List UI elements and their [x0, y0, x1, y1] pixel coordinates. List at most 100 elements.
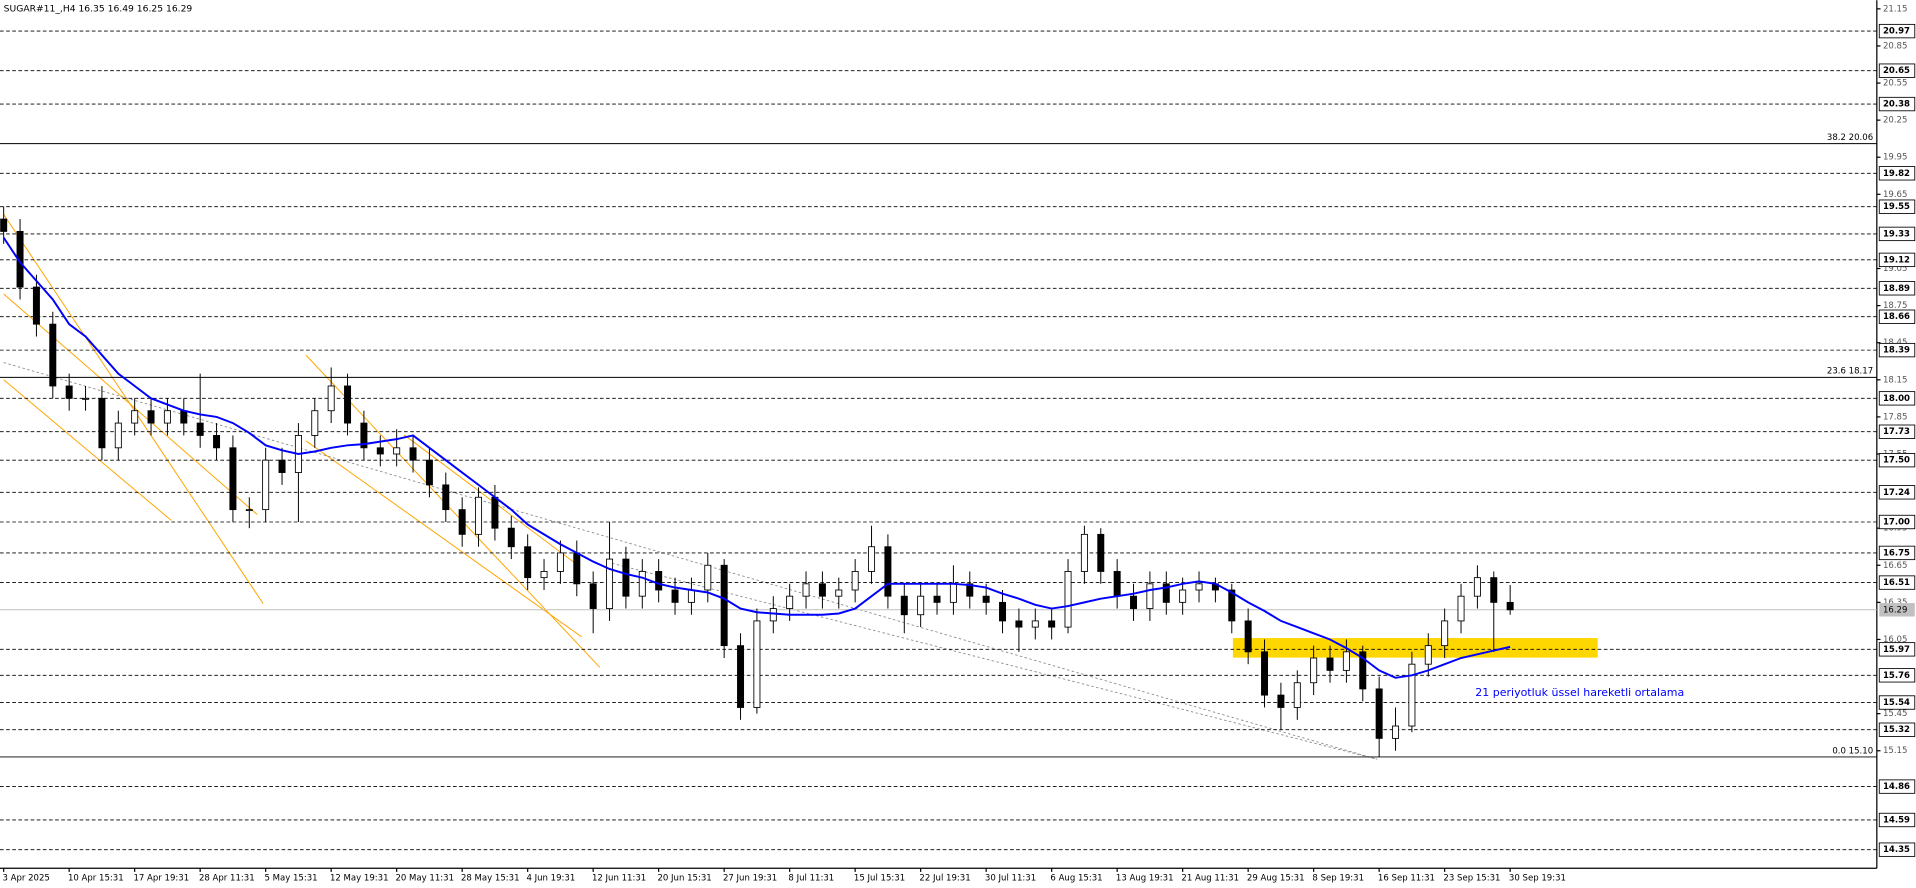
candle-body — [1261, 651, 1269, 696]
candle-body — [1408, 663, 1416, 727]
channel-line — [3, 379, 172, 521]
level-label-box — [1878, 309, 1916, 324]
y-tick-label: 19.05 — [1883, 264, 1907, 274]
level-label: 18.66 — [1883, 312, 1910, 322]
candle-body — [393, 447, 401, 455]
channel-line — [3, 214, 264, 605]
candle-body — [900, 595, 908, 616]
y-tick-label: 16.35 — [1883, 598, 1907, 608]
channel-line — [403, 434, 576, 564]
channel-line — [305, 440, 582, 638]
candle-body — [114, 422, 122, 449]
level-label: 17.00 — [1883, 517, 1910, 527]
candle-body — [606, 558, 614, 609]
candle-body — [180, 410, 188, 424]
candle-body — [753, 620, 761, 708]
candle-body — [933, 595, 941, 603]
candle-body — [1179, 589, 1187, 603]
candle-body — [1293, 682, 1301, 708]
level-label-box — [1878, 842, 1916, 857]
candle-body — [49, 323, 57, 387]
level-label: 19.33 — [1883, 229, 1910, 239]
candle-body — [1457, 595, 1465, 622]
candle-body — [917, 595, 925, 616]
trendline — [3, 362, 1378, 760]
x-tick-label: 30 Sep 19:31 — [1509, 874, 1566, 884]
level-label-box — [1878, 226, 1916, 242]
candle-body — [786, 595, 794, 609]
fibo-label: 0.0 15.10 — [1832, 746, 1873, 756]
candle-body — [1342, 651, 1350, 671]
candle-body — [1031, 620, 1039, 628]
candle-body — [884, 546, 892, 597]
candle-body — [622, 558, 630, 597]
candle-body — [163, 410, 171, 424]
support-zone — [1232, 638, 1598, 658]
candle-body — [245, 509, 253, 512]
candle-body — [1130, 595, 1138, 609]
candle-body — [475, 496, 483, 535]
y-tick-label: 18.75 — [1883, 301, 1907, 311]
y-tick-label: 19.65 — [1883, 190, 1907, 200]
x-tick-label: 8 Jul 11:31 — [788, 874, 834, 884]
x-tick-label: 5 May 15:31 — [264, 874, 317, 884]
level-label: 14.35 — [1883, 845, 1910, 855]
candle-body — [540, 571, 548, 579]
candle-body — [1064, 571, 1072, 628]
level-label-box — [1878, 166, 1916, 181]
candle-body — [573, 552, 581, 585]
ema-line — [2, 237, 1511, 679]
candle-body — [655, 571, 663, 591]
candle-body — [213, 435, 221, 449]
candle-body — [327, 385, 335, 412]
x-tick-label: 27 Jun 19:31 — [723, 874, 777, 884]
level-label-box — [1878, 424, 1916, 439]
candle-body — [1392, 725, 1400, 739]
x-tick-label: 8 Sep 19:31 — [1312, 874, 1364, 884]
level-label-box — [1878, 252, 1916, 268]
level-label-box — [1878, 453, 1916, 468]
candle-body — [851, 571, 859, 591]
y-tick-label: 16.65 — [1883, 561, 1907, 571]
level-label: 20.65 — [1883, 66, 1910, 76]
level-label: 20.38 — [1883, 100, 1910, 110]
x-tick-label: 29 Aug 15:31 — [1247, 874, 1305, 884]
candle-body — [1162, 583, 1170, 603]
x-tick-label: 6 Aug 15:31 — [1050, 874, 1102, 884]
x-tick-label: 4 Jun 19:31 — [526, 874, 575, 884]
candle-body — [671, 589, 679, 603]
fibo-label: 38.2 20.06 — [1827, 133, 1873, 143]
candle-body — [1277, 694, 1285, 708]
candle-body — [999, 601, 1007, 622]
level-label: 18.00 — [1883, 394, 1910, 404]
level-label: 19.55 — [1883, 202, 1910, 212]
x-tick-label: 17 Apr 19:31 — [133, 874, 189, 884]
y-tick-label: 20.85 — [1883, 41, 1907, 51]
candle-body — [360, 422, 368, 449]
candle-body — [868, 546, 876, 572]
candle-body — [311, 410, 319, 436]
x-tick-label: 10 Apr 15:31 — [68, 874, 124, 884]
x-tick-label: 21 Aug 11:31 — [1181, 874, 1239, 884]
x-tick-label: 20 May 11:31 — [395, 874, 454, 884]
trendline — [612, 562, 1378, 760]
candle-body — [966, 583, 974, 597]
candle-body — [769, 608, 777, 622]
level-label-box — [1878, 545, 1916, 561]
candle-body — [1048, 620, 1056, 628]
level-label: 15.32 — [1883, 725, 1910, 735]
current-price-box — [1879, 603, 1915, 617]
x-tick-label: 12 May 19:31 — [330, 874, 389, 884]
candle-body — [196, 422, 204, 436]
candle-body — [98, 397, 106, 449]
candle-body — [442, 484, 450, 511]
candle-body — [1015, 620, 1023, 628]
y-tick-label: 19.95 — [1883, 153, 1907, 163]
candle-body — [687, 589, 695, 603]
candle-body — [147, 410, 155, 424]
x-tick-label: 12 Jun 11:31 — [592, 874, 646, 884]
x-tick-label: 13 Aug 19:31 — [1116, 874, 1174, 884]
level-label: 17.50 — [1883, 456, 1910, 466]
